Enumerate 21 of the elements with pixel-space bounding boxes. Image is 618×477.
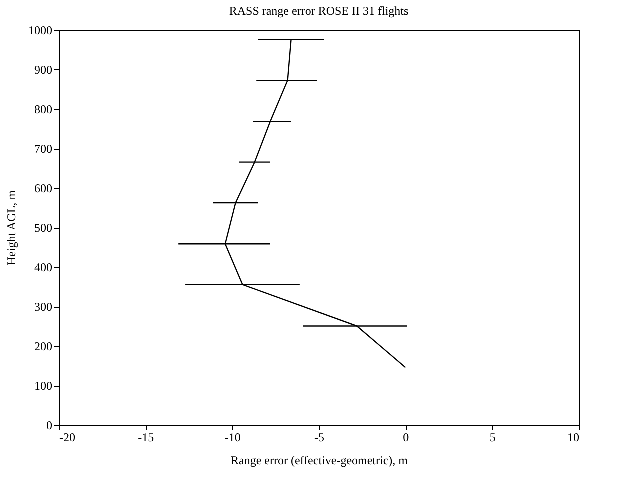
y-tick-label: 800	[34, 102, 52, 116]
y-tick-label: 300	[34, 300, 52, 314]
x-tick-label: -5	[314, 430, 324, 444]
y-tick-label: 1000	[28, 24, 52, 38]
y-tick-label: 900	[34, 63, 52, 77]
y-tick-label: 700	[34, 142, 52, 156]
x-tick-label: -20	[60, 430, 76, 444]
y-tick-label: 0	[46, 418, 52, 432]
chart-title: RASS range error ROSE II 31 flights	[229, 4, 409, 18]
y-axis-title: Height AGL, m	[4, 190, 18, 266]
x-axis-title: Range error (effective-geometric), m	[230, 454, 409, 468]
y-tick-label: 500	[34, 221, 52, 235]
x-tick-label: 10	[568, 430, 580, 444]
y-tick-label: 200	[34, 340, 52, 354]
x-tick-label: 5	[490, 430, 496, 444]
y-tick-label: 600	[34, 182, 52, 196]
x-tick-label: 0	[403, 430, 410, 444]
x-tick-label: -15	[138, 430, 154, 444]
y-tick-label: 100	[34, 379, 52, 393]
x-tick-label: -10	[224, 430, 241, 444]
y-tick-label: 400	[34, 260, 52, 274]
